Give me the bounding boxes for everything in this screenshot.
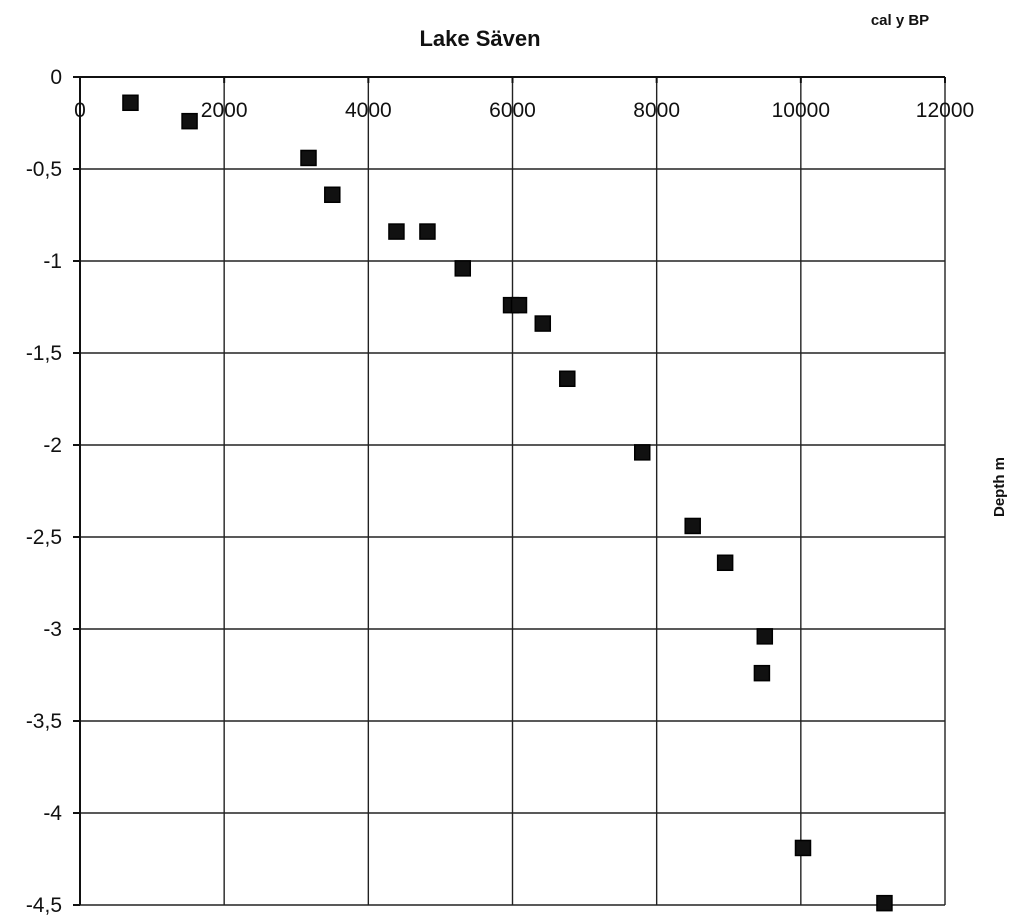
data-point — [181, 112, 198, 130]
data-point — [122, 94, 139, 112]
y-tick-label: -3 — [43, 618, 62, 641]
y-tick-label: 0 — [50, 66, 62, 89]
data-point — [534, 315, 552, 332]
data-points — [122, 94, 893, 912]
data-point — [454, 260, 472, 277]
y-tick-label: -2 — [43, 434, 62, 457]
axes — [73, 76, 946, 906]
x-axis-label: cal y BP — [871, 12, 929, 29]
y-tick-label: -4,5 — [26, 894, 62, 915]
y-axis-label: Depth m — [991, 457, 1008, 517]
x-tick-label: 12000 — [916, 99, 974, 122]
data-point — [634, 444, 651, 461]
data-point — [794, 839, 812, 857]
data-point — [324, 186, 341, 204]
data-point — [388, 223, 405, 240]
y-tick-label: -2,5 — [26, 526, 62, 549]
data-point — [756, 628, 774, 645]
data-point — [419, 223, 436, 240]
x-tick-label: 0 — [74, 99, 86, 122]
data-point — [684, 517, 701, 535]
data-point — [716, 554, 734, 572]
y-tick-labels: 0 -0,5 -1 -1,5 -2 -2,5 -3 -3,5 -4 -4,5 — [26, 66, 62, 915]
y-tick-label: -4 — [43, 802, 62, 825]
y-tick-label: -1,5 — [26, 342, 62, 365]
grid-lines — [80, 77, 946, 906]
data-point — [300, 149, 317, 167]
x-tick-label: 10000 — [772, 99, 830, 122]
y-tick-label: -0,5 — [26, 158, 62, 181]
y-tick-label: -1 — [43, 250, 62, 273]
x-tick-label: 6000 — [489, 99, 536, 122]
data-point — [753, 664, 771, 682]
data-point — [510, 296, 528, 314]
y-tick-label: -3,5 — [26, 710, 62, 733]
x-tick-labels: 0 2000 4000 6000 8000 10000 12000 — [74, 99, 974, 122]
x-tick-label: 8000 — [633, 99, 680, 122]
chart-title: Lake Säven — [419, 26, 540, 51]
data-point — [559, 370, 576, 388]
x-tick-label: 4000 — [345, 99, 392, 122]
x-tick-label: 2000 — [201, 99, 248, 122]
data-point — [876, 894, 893, 912]
